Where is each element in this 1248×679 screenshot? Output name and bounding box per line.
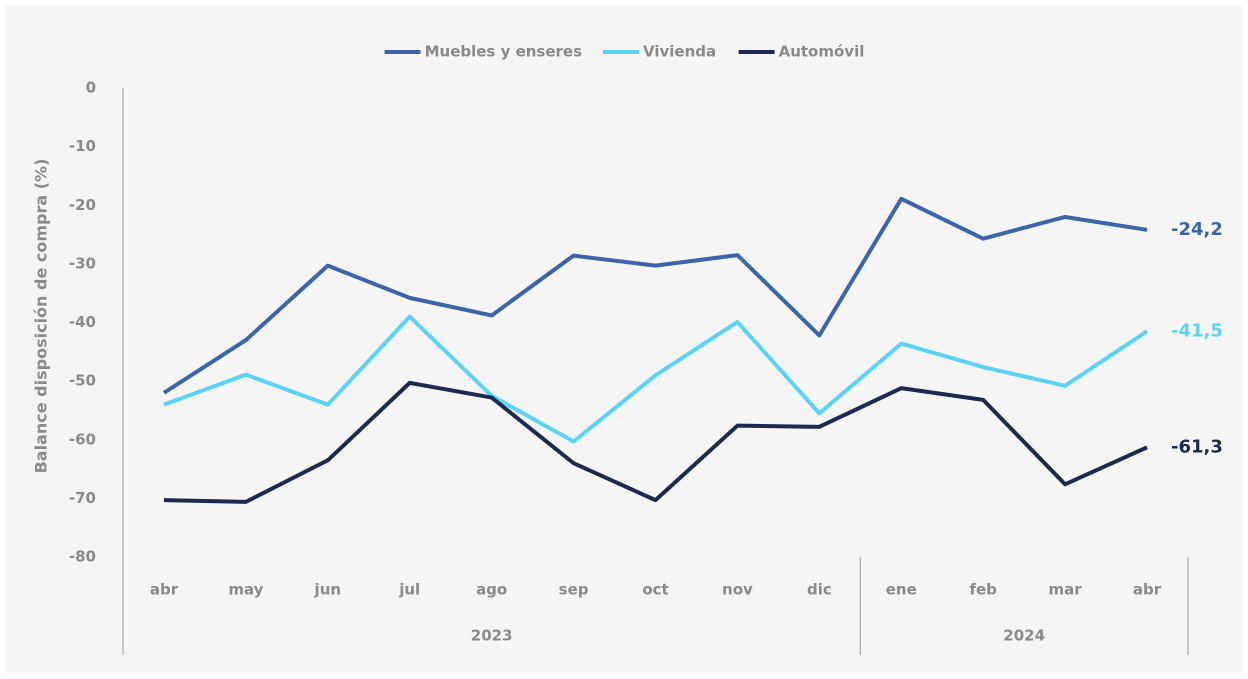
y-axis-label: Balance disposición de compra (%) bbox=[32, 159, 51, 474]
group-label: 2023 bbox=[471, 627, 513, 645]
x-tick-label: abr bbox=[150, 581, 179, 599]
background bbox=[6, 6, 1242, 673]
series-line bbox=[162, 196, 1148, 395]
y-tick-label: -50 bbox=[69, 372, 96, 390]
y-tick-label: -60 bbox=[69, 430, 96, 448]
value-label: -61,3 bbox=[1171, 436, 1223, 457]
x-tick-label: jun bbox=[314, 581, 342, 599]
y-tick-label: -40 bbox=[69, 313, 96, 331]
value-label: -24,2 bbox=[1171, 219, 1223, 240]
legend-label: Automóvil bbox=[779, 43, 865, 61]
x-tick-label: may bbox=[228, 581, 263, 599]
legend-label: Muebles y enseres bbox=[425, 43, 583, 61]
x-tick-label: ago bbox=[476, 581, 507, 599]
x-tick-label: nov bbox=[722, 581, 753, 599]
y-tick-label: -30 bbox=[69, 254, 96, 272]
value-label: -41,5 bbox=[1171, 320, 1223, 341]
y-tick-label: -20 bbox=[69, 196, 96, 214]
x-tick-label: abr bbox=[1133, 581, 1162, 599]
x-tick-label: ene bbox=[886, 581, 917, 599]
x-tick-label: dic bbox=[807, 581, 832, 599]
y-tick-label: 0 bbox=[86, 79, 96, 97]
x-tick-label: mar bbox=[1049, 581, 1083, 599]
series-line bbox=[163, 380, 1148, 504]
x-tick-label: jul bbox=[398, 581, 420, 599]
x-tick-label: feb bbox=[969, 581, 997, 599]
group-label: 2024 bbox=[1003, 627, 1045, 645]
x-tick-label: sep bbox=[559, 581, 589, 599]
y-tick-label: -70 bbox=[69, 489, 96, 507]
legend-label: Vivienda bbox=[643, 43, 716, 61]
y-tick-label: -80 bbox=[69, 548, 96, 566]
x-tick-label: oct bbox=[642, 581, 668, 599]
series-line bbox=[163, 314, 1149, 444]
y-tick-label: -10 bbox=[69, 137, 96, 155]
